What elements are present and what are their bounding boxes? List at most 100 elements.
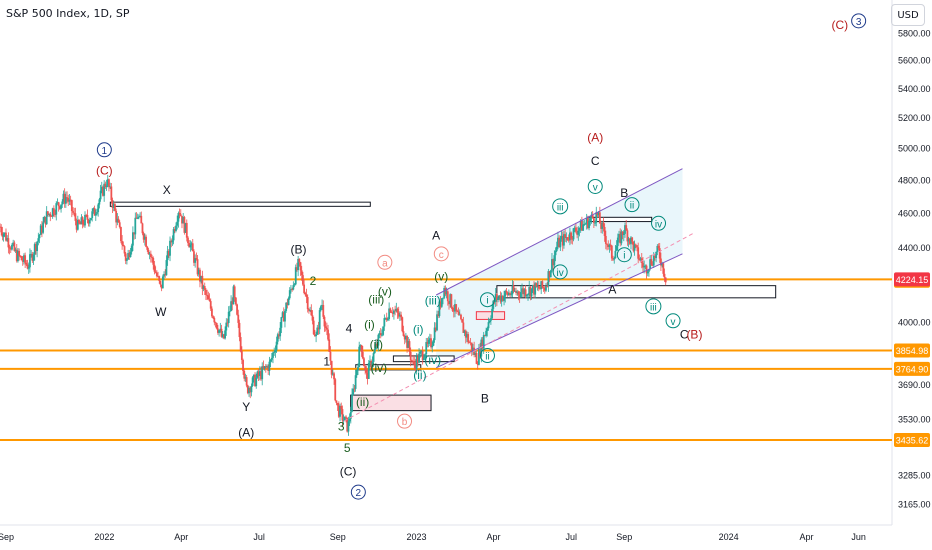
candle-body (588, 220, 590, 229)
candle-body (273, 352, 276, 353)
candle-body (543, 287, 546, 291)
candle-body (243, 370, 246, 379)
candle-body (121, 241, 124, 245)
candle-body (649, 259, 652, 269)
time-tick-label: 2022 (94, 532, 114, 542)
wave-label: i (486, 296, 488, 307)
candle-body (525, 295, 528, 297)
wave-label: (A) (238, 425, 254, 439)
candle-body (507, 293, 510, 296)
chart-title: S&P 500 Index, 1D, SP (6, 7, 130, 20)
candle-body (38, 234, 41, 239)
candle-body (1, 232, 4, 237)
candle-body (263, 366, 266, 369)
candle-body (413, 361, 416, 364)
wave-label: 2 (356, 488, 362, 499)
candle-body (628, 238, 631, 244)
candle-body (572, 228, 575, 240)
wave-label-circle (96, 142, 112, 158)
candle-body (530, 288, 533, 297)
candle-body (78, 219, 80, 224)
candle-body (478, 348, 480, 365)
candle-body (155, 272, 158, 277)
wave-label: c (439, 250, 444, 261)
candle-body (305, 294, 308, 298)
candle-body (108, 179, 110, 187)
candle-body (87, 219, 90, 224)
candle-body (582, 224, 584, 231)
candle-body (69, 199, 72, 201)
candle-body (354, 375, 357, 389)
candle-body (632, 241, 635, 251)
candle-body (82, 224, 85, 226)
candle-body (606, 243, 608, 245)
candle-body (170, 240, 173, 243)
candle-body (325, 327, 328, 330)
candle-body (512, 285, 515, 292)
wave-label: (A) (587, 130, 603, 144)
candle-body (231, 301, 234, 305)
candle-body (499, 295, 502, 302)
candle-body (448, 301, 450, 305)
candle-body (284, 310, 286, 322)
candle-body (8, 247, 11, 249)
candle-body (218, 330, 221, 333)
candle-body (563, 234, 565, 246)
candle-body (331, 373, 334, 375)
candle-body (385, 317, 388, 321)
candle-body (193, 251, 195, 263)
candle-body (211, 308, 213, 317)
candle-body (88, 220, 91, 224)
candle-body (443, 287, 446, 298)
candle-body (103, 183, 106, 196)
wave-label: A (432, 228, 440, 242)
wave-label: (ii) (356, 395, 369, 409)
candle-body (485, 330, 488, 336)
candle-body (134, 217, 137, 235)
wave-label: (i) (413, 323, 424, 337)
wave-label: B (481, 392, 489, 406)
wave-label: (iii) (425, 294, 441, 308)
candle-body (230, 301, 232, 312)
candle-body (209, 301, 212, 309)
candle-body (133, 232, 135, 235)
candle-body (153, 264, 156, 272)
candle-body (199, 269, 201, 282)
currency-button[interactable]: USD (891, 4, 925, 26)
candle-body (492, 300, 495, 309)
candle-body (330, 360, 333, 375)
candle-body (100, 186, 103, 191)
candle-body (487, 322, 490, 329)
wave-label: X (163, 183, 171, 197)
candle-body (9, 248, 12, 250)
candle-body (407, 341, 410, 348)
candle-body (206, 294, 209, 296)
candle-body (383, 318, 386, 327)
candle-body (299, 262, 302, 271)
candle-body (254, 374, 256, 387)
candle-body (553, 255, 556, 266)
candle-body (579, 220, 582, 228)
candle-body (349, 411, 352, 419)
candle-body (3, 232, 6, 235)
candle-body (400, 314, 403, 318)
price-tick-label: 4400.00 (898, 243, 931, 253)
candle-body (621, 231, 624, 235)
candle-body (52, 208, 55, 215)
candle-body (615, 245, 618, 251)
price-tag (894, 272, 930, 287)
wave-label: iii (557, 202, 564, 213)
candle-body (50, 216, 53, 217)
candle-body (366, 372, 369, 379)
candle-body (240, 351, 243, 360)
candle-body (388, 308, 391, 320)
candle-body (452, 310, 455, 312)
candle-body (157, 276, 159, 278)
candle-body (67, 197, 70, 202)
candle-body (498, 295, 501, 298)
candle-body (130, 245, 133, 252)
candle-body (631, 237, 634, 242)
time-tick-label: Sep (330, 532, 346, 542)
